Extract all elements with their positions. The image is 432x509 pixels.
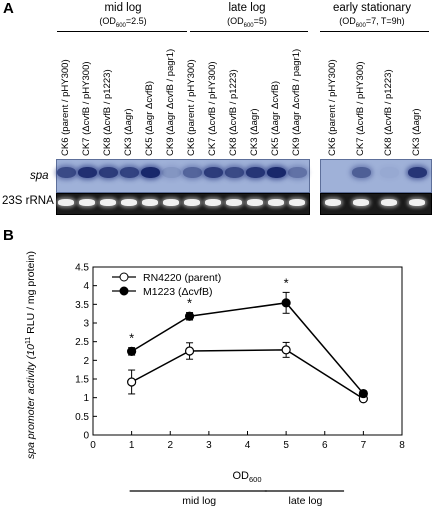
x-tick-label-8: 8 bbox=[399, 440, 405, 451]
spa-band-8 bbox=[203, 167, 223, 178]
y-tick-label-0.5: 0.5 bbox=[75, 412, 89, 423]
group-underline-late-log bbox=[190, 31, 308, 32]
group-title-early-stationary: early stationary bbox=[333, 2, 411, 14]
group-underline-mid-log bbox=[57, 31, 187, 32]
phase-label-1: mid log bbox=[182, 495, 216, 507]
data-point-1-1 bbox=[127, 377, 137, 387]
spa-band-4 bbox=[119, 167, 139, 178]
group-underline-early-stationary bbox=[320, 31, 429, 32]
group-subtitle-late-log: (OD600=5) bbox=[227, 16, 267, 29]
y-tick-label-4: 4 bbox=[83, 281, 89, 292]
spa-band-12 bbox=[287, 167, 307, 178]
legend-label-2: M1223 (ΔcvfB) bbox=[143, 286, 212, 298]
spa-band-9 bbox=[224, 167, 244, 178]
data-point-2-1 bbox=[127, 346, 137, 356]
spa-band-16 bbox=[407, 167, 427, 178]
row-label-23s-rrna: 23S rRNA bbox=[2, 195, 54, 207]
y-tick-label-1: 1 bbox=[83, 393, 89, 404]
rrna-band-8 bbox=[205, 199, 221, 206]
x-tick-label-1: 1 bbox=[129, 440, 135, 451]
panel-b-letter: B bbox=[3, 227, 14, 244]
spa-band-5 bbox=[140, 167, 160, 178]
panel-a-letter: A bbox=[3, 0, 14, 17]
rrna-band-10 bbox=[247, 199, 263, 206]
significance-marker-2: * bbox=[187, 296, 192, 311]
x-tick-label-0: 0 bbox=[90, 440, 96, 451]
rrna-band-13 bbox=[325, 199, 341, 206]
spa-band-2 bbox=[77, 167, 97, 178]
rrna-band-7 bbox=[184, 199, 200, 206]
rrna-band-16 bbox=[409, 199, 425, 206]
phase-label-2: late log bbox=[289, 495, 323, 507]
x-tick-label-4: 4 bbox=[245, 440, 251, 451]
data-point-2-4 bbox=[358, 388, 368, 399]
series-line-2 bbox=[131, 302, 364, 395]
x-axis-label: OD600 bbox=[232, 470, 261, 484]
group-title-mid-log: mid log bbox=[104, 2, 142, 14]
data-point-2-2 bbox=[184, 311, 195, 321]
x-tick-label-3: 3 bbox=[206, 440, 212, 451]
spa-band-6 bbox=[161, 167, 181, 178]
rrna-band-2 bbox=[79, 199, 95, 206]
spa-band-3 bbox=[98, 167, 118, 178]
rrna-band-12 bbox=[289, 199, 305, 206]
rrna-band-4 bbox=[121, 199, 137, 206]
rrna-gel-left bbox=[56, 193, 310, 215]
rrna-band-5 bbox=[142, 199, 158, 206]
chart-legend: RN4220 (parent) M1223 (ΔcvfB) bbox=[112, 272, 221, 298]
spa-band-7 bbox=[182, 167, 202, 178]
chart-axes: 0 1 2 3 4 5 6 7 8 0 0.5 1 1.5 2 2.5 3 3.5 4 4.5 bbox=[75, 263, 405, 452]
data-point-1-2 bbox=[184, 346, 195, 356]
y-tick-label-2.5: 2.5 bbox=[75, 337, 89, 348]
rrna-band-3 bbox=[100, 199, 116, 206]
rrna-band-11 bbox=[268, 199, 284, 206]
legend-marker-1 bbox=[119, 272, 129, 282]
data-point-1-3 bbox=[281, 345, 291, 355]
significance-marker-3: * bbox=[284, 275, 289, 290]
significance-marker-1: * bbox=[129, 331, 134, 346]
row-label-spa: spa bbox=[30, 170, 49, 182]
y-tick-label-0: 0 bbox=[83, 431, 89, 442]
spa-band-14 bbox=[351, 167, 371, 178]
legend-marker-2 bbox=[119, 286, 129, 296]
rrna-band-1 bbox=[58, 199, 74, 206]
legend-label-1: RN4220 (parent) bbox=[143, 272, 221, 284]
spa-band-11 bbox=[266, 167, 286, 178]
spa-blot-left bbox=[56, 159, 310, 193]
spa-band-15 bbox=[379, 167, 399, 178]
rrna-band-15 bbox=[381, 199, 397, 206]
group-subtitle-early-stationary: (OD600=7, T=9h) bbox=[339, 16, 405, 29]
series-line-1 bbox=[131, 349, 364, 400]
spa-band-10 bbox=[245, 167, 265, 178]
y-tick-label-3: 3 bbox=[83, 319, 89, 330]
data-point-2-3 bbox=[281, 298, 291, 308]
y-tick-label-3.5: 3.5 bbox=[75, 300, 89, 311]
rrna-band-14 bbox=[353, 199, 369, 206]
group-title-late-log: late log bbox=[228, 2, 266, 14]
spa-band-1 bbox=[56, 167, 76, 178]
x-tick-label-2: 2 bbox=[167, 440, 173, 451]
y-axis-label: spa promoter activity (1011 RLU / mg pro… bbox=[25, 251, 37, 459]
rrna-band-6 bbox=[163, 199, 179, 206]
rrna-band-9 bbox=[226, 199, 242, 206]
chart-series: * * * bbox=[127, 275, 368, 404]
x-tick-label-7: 7 bbox=[361, 440, 367, 451]
growth-phase-bars: mid log late log bbox=[129, 490, 345, 507]
x-tick-label-5: 5 bbox=[283, 440, 289, 451]
group-subtitle-mid-log: (OD600=2.5) bbox=[99, 16, 147, 29]
x-tick-label-6: 6 bbox=[322, 440, 328, 451]
y-tick-label-4.5: 4.5 bbox=[75, 263, 89, 274]
y-tick-label-1.5: 1.5 bbox=[75, 375, 89, 386]
y-tick-label-2: 2 bbox=[83, 356, 89, 367]
